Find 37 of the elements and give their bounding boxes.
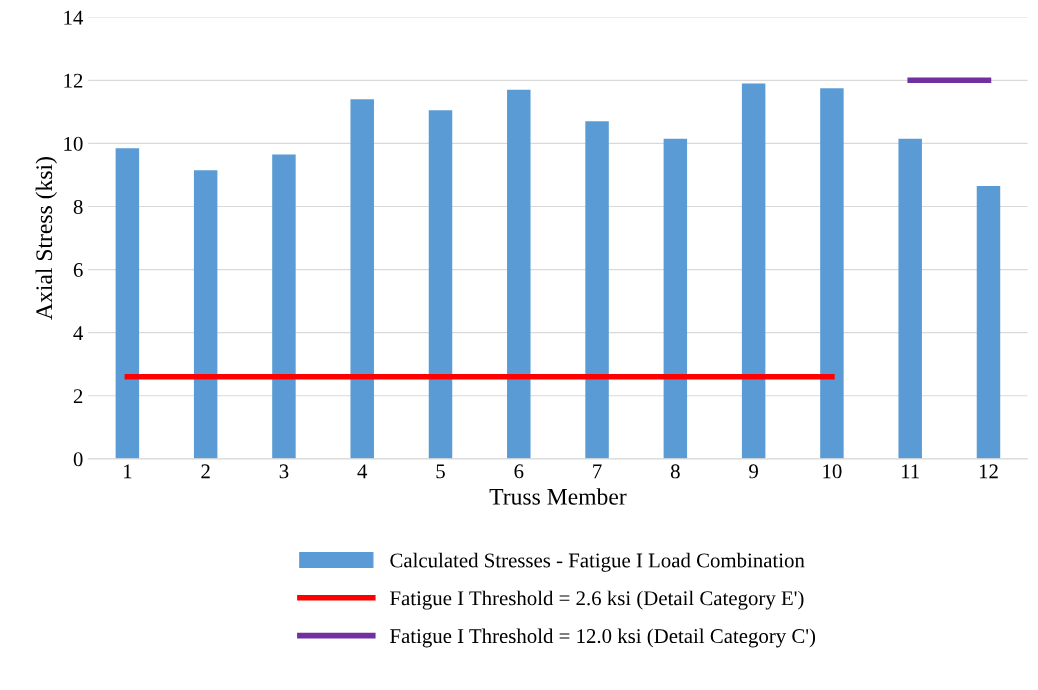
y-tick-label: 8 [73,199,83,214]
bar [507,89,531,459]
legend-label: Fatigue I Threshold = 2.6 ksi (Detail Category E') [390,590,804,610]
x-tick-label: 9 [749,464,758,479]
legend-label: Calculated Stresses - Fatigue I Load Combination [390,552,805,572]
x-tick-label: 2 [201,464,210,479]
y-tick-label: 10 [64,136,83,151]
x-tick-label: 12 [979,464,998,479]
x-tick-label: 7 [593,464,602,479]
x-tick-label: 11 [902,464,919,479]
x-tick-label: 6 [514,464,524,479]
x-axis-title: Truss Member [489,488,627,505]
bar [741,83,766,459]
y-tick-label: 12 [64,73,83,88]
y-tick-label: 0 [73,452,83,467]
y-tick-label: 6 [73,263,83,278]
bar [898,138,922,459]
x-tick-label: 1 [124,464,132,479]
bar [193,170,218,459]
x-tick-label: 5 [436,464,445,479]
y-tick-label: 2 [73,389,83,403]
bar [976,186,1001,459]
x-tick-label: 10 [823,464,842,479]
y-tick-label: 4 [73,326,84,340]
y-axis-title: Axial Stress (ksi) [35,157,57,320]
legend-label: Fatigue I Threshold = 12.0 ksi (Detail Category C') [390,628,816,648]
x-tick-label: 4 [357,464,368,479]
bar [663,138,688,459]
bar [115,148,140,459]
x-tick-label: 8 [670,464,680,479]
bar [428,110,453,459]
bar [585,121,609,459]
y-tick-label: 14 [64,10,84,25]
bar [820,88,844,459]
bar [350,99,374,459]
bar [272,154,296,459]
x-tick-label: 3 [279,464,289,479]
